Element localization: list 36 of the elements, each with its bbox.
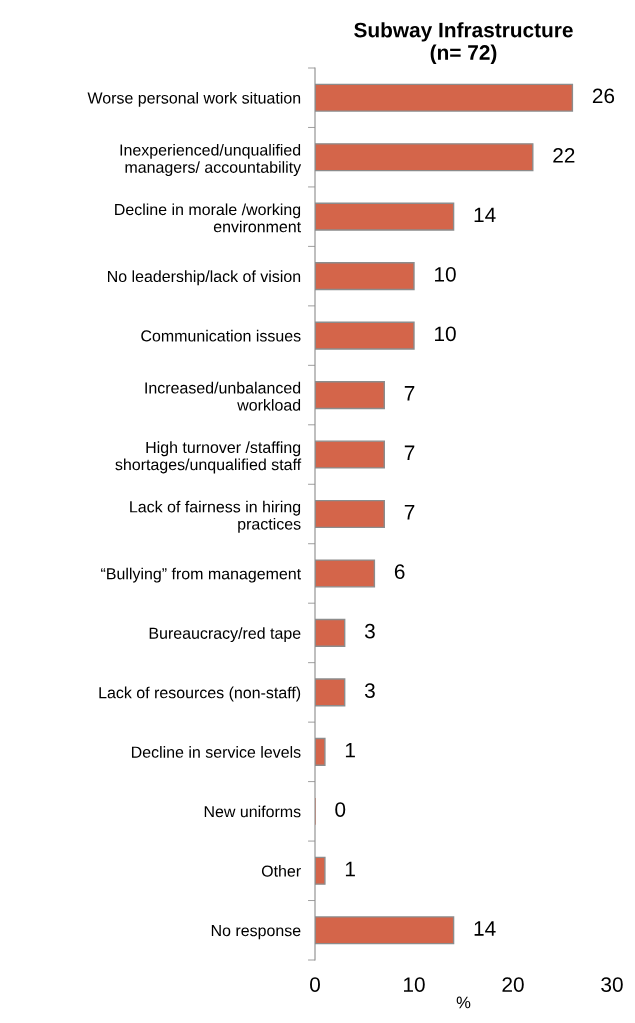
y-tick-label: New uniforms — [204, 805, 301, 818]
data-label: 14 — [474, 921, 496, 936]
y-tick-label: Inexperienced/unqualified managers/ accountability — [120, 143, 302, 177]
x-axis-title: % — [456, 996, 471, 1009]
y-tick-label: Communication issues — [141, 329, 301, 342]
y-tick-label: High turnover /staffing shortages/unqualified staff — [115, 441, 302, 474]
data-label: 1 — [345, 742, 355, 758]
y-tick-label: No response — [211, 925, 301, 940]
chart-title: Subway Infrastructure (n= 72) — [354, 22, 573, 64]
data-label: 3 — [364, 683, 375, 698]
y-tick-label: “Bullying” from management — [101, 567, 302, 583]
data-label: 7 — [404, 386, 415, 401]
data-label: 14 — [474, 207, 496, 223]
x-tick-label: 30 — [601, 977, 623, 992]
data-label: 22 — [553, 148, 575, 163]
data-label: 7 — [404, 505, 415, 520]
data-label: 10 — [435, 266, 456, 282]
y-tick-label: Decline in morale /working environment — [115, 203, 301, 233]
data-label: 7 — [404, 445, 415, 460]
x-tick-label: 0 — [310, 977, 320, 992]
data-label: 1 — [345, 861, 355, 877]
data-label: 10 — [435, 326, 456, 342]
y-tick-label: Lack of fairness in hiring practices — [130, 500, 301, 533]
y-tick-label: Lack of resources (non-staff) — [99, 686, 301, 702]
x-tick-label: 10 — [404, 977, 425, 992]
y-tick-label: Worse personal work situation — [87, 91, 301, 107]
data-label: 26 — [592, 88, 615, 104]
data-label: 3 — [364, 623, 375, 639]
x-tick-label: 20 — [502, 977, 524, 992]
y-tick-label: Bureaucracy/red tape — [149, 627, 301, 643]
y-tick-label: Decline in service levels — [131, 746, 301, 758]
y-tick-label: No leadership/lack of vision — [108, 270, 301, 286]
y-tick-label: Increased/unbalanced workload — [145, 381, 301, 411]
data-label: 6 — [394, 564, 405, 580]
data-label: 0 — [335, 802, 346, 817]
y-tick-label: Other — [261, 865, 301, 877]
